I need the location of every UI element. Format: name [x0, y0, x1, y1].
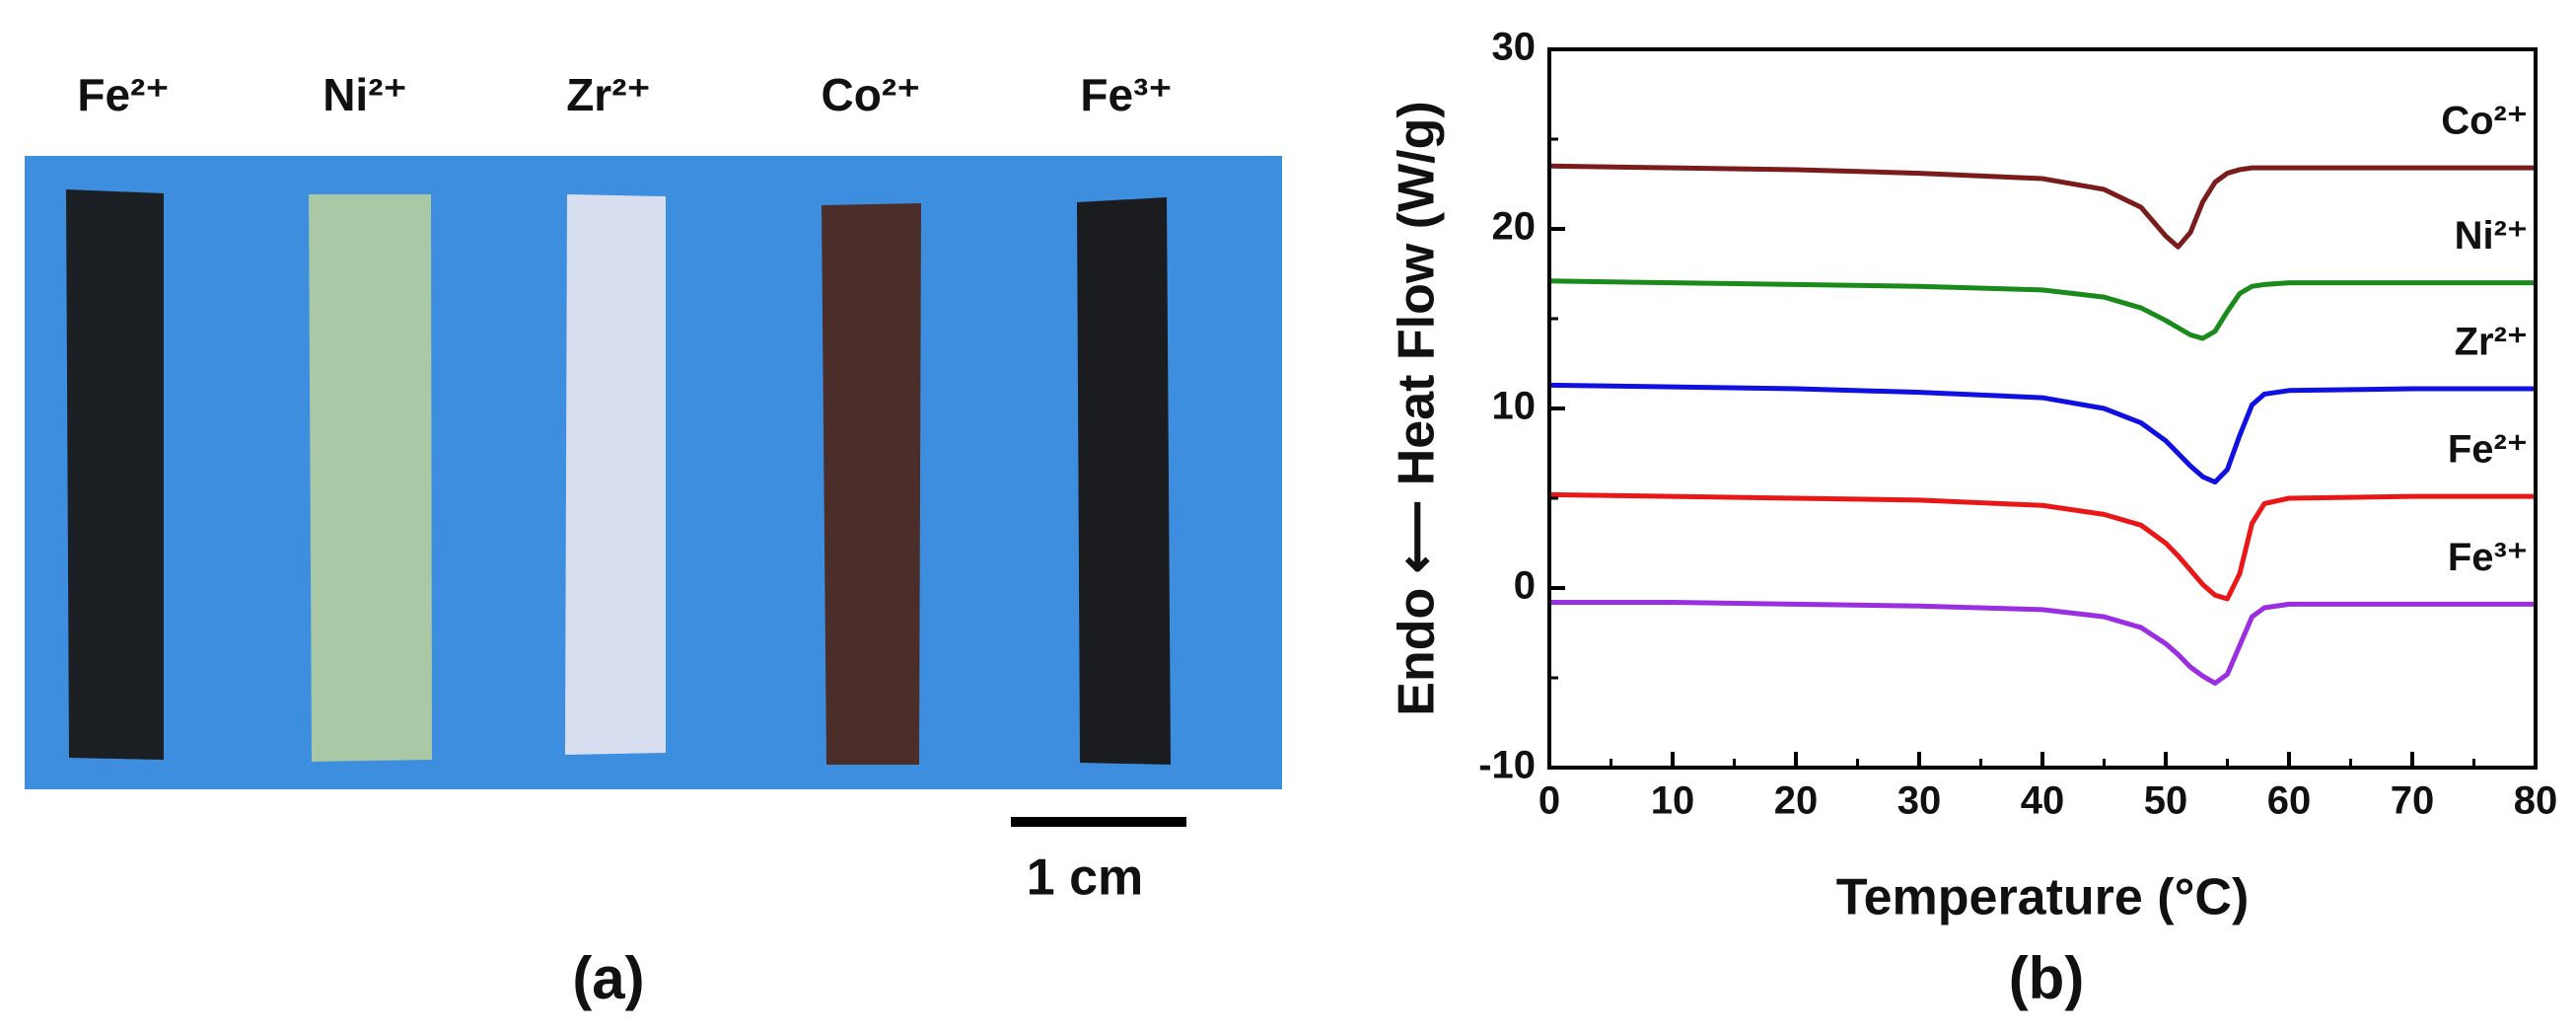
sample-label: Fe²⁺ [77, 69, 169, 120]
x-axis-label: Temperature (°C) [1836, 869, 2250, 926]
series-label: Fe²⁺ [2448, 428, 2528, 472]
line-series [1548, 382, 2536, 485]
x-tick-label: 60 [2267, 779, 2312, 823]
line-series [1548, 491, 2536, 602]
strip [309, 194, 432, 762]
x-tick-label: 70 [2391, 779, 2435, 823]
y-tick-label: 30 [1492, 26, 1537, 69]
y-tick-label: -10 [1478, 744, 1536, 787]
line-series [1548, 163, 2536, 250]
y-tick-label: 10 [1492, 385, 1537, 428]
caption: (a) [572, 945, 644, 1011]
caption: (b) [2009, 945, 2085, 1011]
x-tick-label: 30 [1897, 779, 1942, 823]
line-series [1548, 278, 2536, 341]
y-tick-label: 20 [1492, 205, 1537, 249]
scale-label: 1 cm [1027, 849, 1144, 907]
x-tick-label: 80 [2514, 779, 2558, 823]
sample-label: Ni²⁺ [322, 69, 407, 120]
x-tick-label: 40 [2021, 779, 2065, 823]
series-label: Co²⁺ [2441, 100, 2528, 143]
strip [822, 203, 921, 765]
plot-frame [1547, 47, 2538, 770]
x-tick-label: 10 [1651, 779, 1695, 823]
y-axis-label: Endo ⟵ Heat Flow (W/g) [1389, 101, 1446, 715]
strip [66, 189, 164, 760]
line-series [1549, 600, 2536, 686]
series-label: Ni²⁺ [2455, 214, 2528, 258]
x-tick-label: 50 [2144, 779, 2188, 823]
sample-label: Zr²⁺ [566, 69, 651, 120]
strip [1077, 197, 1171, 765]
strip [565, 194, 666, 755]
sample-label: Fe³⁺ [1080, 69, 1172, 120]
x-tick-label: 20 [1774, 779, 1819, 823]
series-label: Zr²⁺ [2455, 321, 2528, 364]
series-label: Fe³⁺ [2448, 536, 2528, 579]
x-tick-label: 0 [1538, 779, 1560, 823]
sample-label: Co²⁺ [822, 69, 921, 120]
y-tick-label: 0 [1514, 564, 1536, 608]
